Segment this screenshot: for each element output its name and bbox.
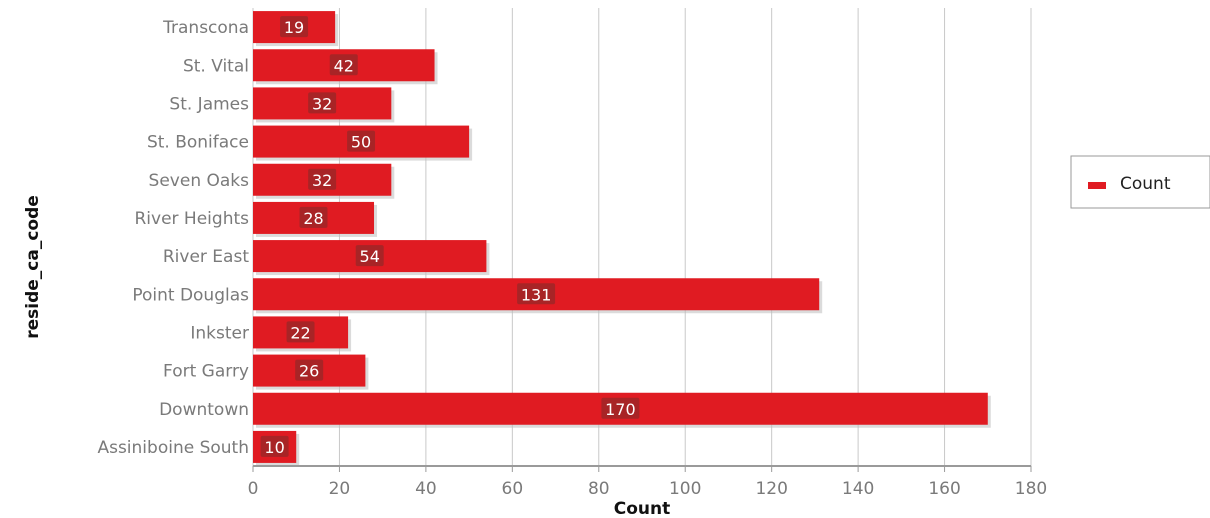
x-tick-label: 40 bbox=[415, 479, 437, 499]
category-labels: Transcona St. Vital St. James St. Boniface S… bbox=[97, 18, 249, 458]
category-label: St. Boniface bbox=[147, 133, 249, 153]
y-axis-title: reside_ca_code bbox=[23, 195, 43, 339]
data-label-bg bbox=[355, 245, 384, 267]
category-label: Assiniboine South bbox=[97, 438, 249, 458]
data-label: 32 bbox=[312, 171, 332, 190]
category-label: St. Vital bbox=[183, 56, 249, 76]
data-label: 50 bbox=[351, 133, 371, 152]
data-label-bg bbox=[601, 397, 640, 419]
category-label: Transcona bbox=[162, 18, 249, 38]
category-label: Downtown bbox=[159, 400, 249, 420]
data-label-bg bbox=[347, 130, 376, 152]
category-label: Fort Garry bbox=[163, 362, 249, 382]
x-tick-label: 120 bbox=[755, 479, 787, 499]
x-tick-label: 80 bbox=[588, 479, 610, 499]
x-tick-labels: 0 20 40 60 80 100 120 140 160 180 bbox=[248, 479, 1048, 499]
legend-swatch bbox=[1088, 182, 1106, 189]
x-tick-marks bbox=[252, 466, 1032, 472]
data-label-bg bbox=[299, 206, 328, 228]
data-label: 54 bbox=[360, 247, 380, 266]
data-label-bg bbox=[329, 54, 358, 76]
category-label: River East bbox=[163, 247, 249, 267]
x-tick-label: 60 bbox=[502, 479, 524, 499]
data-label-bg bbox=[286, 321, 315, 343]
x-tick-label: 100 bbox=[669, 479, 701, 499]
gridlines bbox=[252, 8, 1032, 466]
category-label: St. James bbox=[169, 94, 249, 114]
data-label: 10 bbox=[264, 438, 284, 457]
data-label-bg bbox=[308, 92, 337, 114]
x-tick-label: 0 bbox=[248, 479, 259, 499]
data-label: 32 bbox=[312, 94, 332, 113]
data-label-bg bbox=[517, 283, 556, 305]
x-tick-label: 180 bbox=[1015, 479, 1047, 499]
data-label: 19 bbox=[284, 18, 304, 37]
x-tick-label: 20 bbox=[329, 479, 351, 499]
data-label-bg bbox=[280, 16, 309, 38]
x-axis-title: Count bbox=[614, 499, 671, 518]
legend-label: Count bbox=[1120, 174, 1171, 194]
data-label: 42 bbox=[334, 56, 354, 75]
category-label: Point Douglas bbox=[132, 285, 249, 305]
data-label-bg bbox=[260, 435, 289, 457]
data-label: 170 bbox=[605, 400, 636, 419]
data-label: 131 bbox=[521, 285, 552, 304]
data-label: 28 bbox=[303, 209, 323, 228]
legend: Count bbox=[1070, 155, 1210, 209]
data-label-bg bbox=[308, 168, 337, 190]
data-label-bg bbox=[295, 359, 324, 381]
data-label: 22 bbox=[290, 323, 310, 342]
data-label: 26 bbox=[299, 362, 319, 381]
category-label: River Heights bbox=[134, 209, 249, 229]
category-label: Seven Oaks bbox=[149, 171, 250, 191]
category-label: Inkster bbox=[190, 323, 249, 343]
x-tick-label: 140 bbox=[842, 479, 874, 499]
x-tick-label: 160 bbox=[928, 479, 960, 499]
